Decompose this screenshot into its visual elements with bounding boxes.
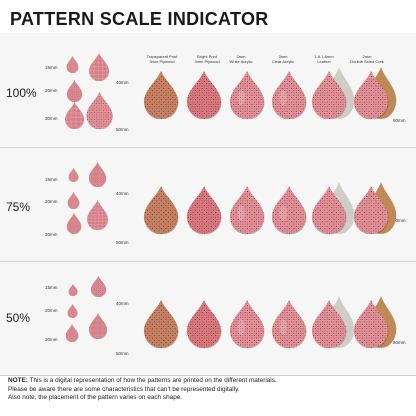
size-label-50: 50mm bbox=[116, 351, 129, 356]
swatch-cork bbox=[353, 300, 389, 348]
size-label-50: 50mm bbox=[116, 240, 129, 245]
size-label-20: 20mm bbox=[45, 88, 58, 93]
small-swatch-0-3 bbox=[89, 53, 109, 81]
small-swatch-2-0 bbox=[68, 284, 78, 296]
column-header-leather: 1.6-1.8mm Leather bbox=[314, 54, 334, 64]
small-swatch-2-1 bbox=[67, 304, 78, 318]
small-swatch-1-4 bbox=[87, 200, 108, 230]
column-header-transparent-plywood: Transparent Print 3mm Plywood bbox=[146, 54, 178, 64]
swatch-transparent-plywood bbox=[143, 300, 179, 348]
small-swatch-1-2 bbox=[66, 213, 82, 234]
small-swatch-2-2 bbox=[65, 324, 79, 342]
size-label-15: 15mm bbox=[45, 65, 58, 70]
scale-label-75: 75% bbox=[6, 200, 31, 214]
note-line-3: Also note, the placement of the pattern … bbox=[8, 394, 183, 401]
swatch-clear-acrylic bbox=[271, 186, 307, 234]
swatch-transparent-plywood bbox=[143, 186, 179, 234]
column-header-bright-plywood: Bright Print 3mm Plywood bbox=[194, 54, 220, 64]
swatch-bright-plywood bbox=[186, 300, 222, 348]
size-label-30: 30mm bbox=[45, 232, 58, 237]
note-block: NOTE: This is a digital representation o… bbox=[8, 377, 408, 403]
swatch-clear-acrylic bbox=[271, 300, 307, 348]
swatch-white-acrylic bbox=[229, 71, 265, 119]
size-label-60: 60mm bbox=[393, 118, 406, 123]
column-header-clear-acrylic: 3mm Clear Acrylic bbox=[271, 54, 295, 64]
swatch-leather bbox=[311, 186, 347, 234]
size-label-40: 40mm bbox=[116, 191, 129, 196]
size-label-40: 40mm bbox=[116, 80, 129, 85]
small-swatch-2-4 bbox=[89, 313, 107, 339]
small-swatch-2-3 bbox=[90, 276, 107, 297]
size-label-30: 30mm bbox=[45, 337, 58, 342]
small-swatch-0-4 bbox=[86, 92, 113, 129]
size-label-20: 20mm bbox=[45, 199, 58, 204]
scale-label-100: 100% bbox=[6, 86, 37, 100]
column-header-white-acrylic: 3mm White Acrylic bbox=[229, 54, 253, 64]
column-header-cork: 2mm Double Sided Cork bbox=[350, 54, 384, 64]
note-line-1: This is a digital representation of how … bbox=[29, 377, 277, 384]
small-swatch-1-1 bbox=[67, 192, 80, 209]
page-title: PATTERN SCALE INDICATOR bbox=[10, 9, 269, 29]
size-label-60: 60mm bbox=[393, 218, 406, 223]
divider bbox=[0, 375, 416, 376]
divider bbox=[0, 261, 416, 262]
size-label-40: 40mm bbox=[116, 301, 129, 306]
swatch-clear-acrylic bbox=[271, 71, 307, 119]
size-label-60: 60mm bbox=[393, 340, 406, 345]
size-label-50: 50mm bbox=[116, 127, 129, 132]
note-label: NOTE: bbox=[8, 377, 28, 384]
note-line-2: Please be aware there are some character… bbox=[8, 385, 240, 393]
swatch-bright-plywood bbox=[186, 186, 222, 234]
size-label-15: 15mm bbox=[45, 285, 58, 290]
swatch-cork bbox=[353, 71, 389, 119]
small-swatch-0-2 bbox=[65, 102, 84, 129]
small-swatch-1-0 bbox=[68, 168, 79, 182]
size-label-20: 20mm bbox=[45, 308, 58, 313]
swatch-white-acrylic bbox=[229, 300, 265, 348]
small-swatch-1-3 bbox=[88, 162, 107, 187]
swatch-bright-plywood bbox=[186, 71, 222, 119]
size-label-30: 30mm bbox=[45, 116, 58, 121]
divider bbox=[0, 147, 416, 148]
small-swatch-0-0 bbox=[66, 56, 79, 73]
swatch-leather bbox=[311, 300, 347, 348]
small-swatch-0-1 bbox=[66, 80, 83, 102]
size-label-15: 15mm bbox=[45, 177, 58, 182]
swatch-cork bbox=[353, 186, 389, 234]
swatch-transparent-plywood bbox=[143, 71, 179, 119]
scale-label-50: 50% bbox=[6, 311, 31, 325]
swatch-white-acrylic bbox=[229, 186, 265, 234]
swatch-leather bbox=[311, 71, 347, 119]
